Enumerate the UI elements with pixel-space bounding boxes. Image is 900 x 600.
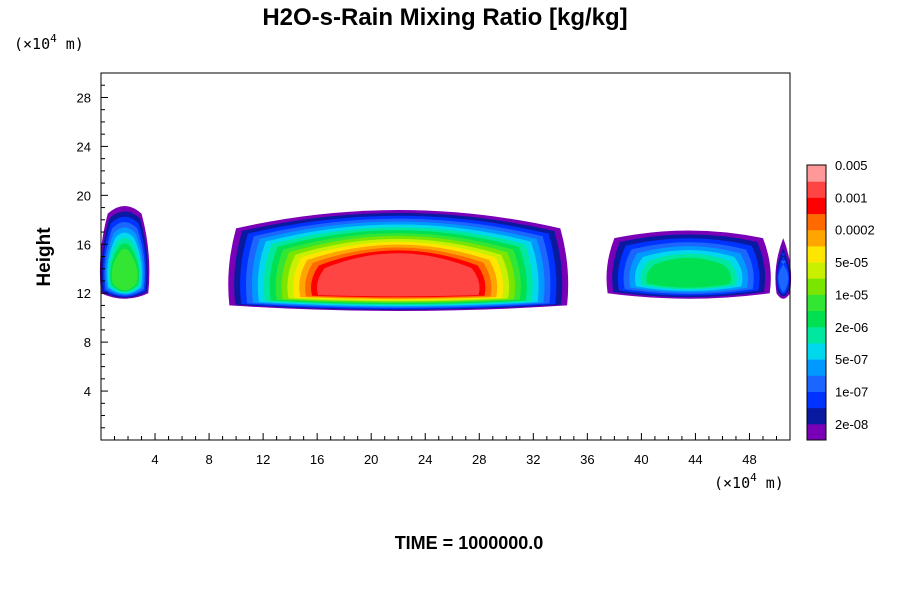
right-edge-cloud bbox=[775, 238, 792, 299]
y-unit-label: (×104 m) bbox=[14, 32, 84, 53]
x-tick-label: 36 bbox=[580, 452, 594, 467]
colorbar-label: 0.005 bbox=[835, 158, 868, 173]
colorbar-swatch bbox=[807, 197, 826, 215]
colorbar-label: 0.0002 bbox=[835, 223, 875, 238]
x-unit-label: (×104 m) bbox=[714, 471, 784, 492]
colorbar-label: 2e-06 bbox=[835, 320, 868, 335]
colorbar-swatch bbox=[807, 245, 826, 263]
y-tick-label: 24 bbox=[77, 139, 91, 154]
colorbar-frame bbox=[806, 164, 827, 441]
colorbar-swatch bbox=[807, 294, 826, 312]
time-footer: TIME = 1000000.0 bbox=[395, 533, 544, 553]
colorbar: 2e-08 1e-07 5e-07 2e-06 1e-05 5e-05 0.0002 0.00… bbox=[806, 158, 875, 441]
colorbar-swatch bbox=[807, 375, 826, 392]
main-cloud-level-15 bbox=[316, 253, 480, 297]
x-tick-label: 32 bbox=[526, 452, 540, 467]
colorbar-swatch bbox=[807, 262, 826, 279]
right-edge-cloud-level-3 bbox=[778, 260, 789, 292]
x-tick-label: 44 bbox=[688, 452, 702, 467]
x-tick-label: 12 bbox=[256, 452, 270, 467]
y-tick-label: 12 bbox=[77, 286, 91, 301]
x-tick-label: 8 bbox=[205, 452, 212, 467]
x-tick-label: 4 bbox=[151, 452, 158, 467]
y-tick-label: 8 bbox=[84, 335, 91, 350]
colorbar-label: 5e-05 bbox=[835, 255, 868, 270]
colorbar-swatch bbox=[807, 342, 826, 360]
left-edge-cloud bbox=[99, 206, 150, 299]
right-cloud bbox=[606, 230, 771, 299]
x-tick-label: 24 bbox=[418, 452, 432, 467]
main-cloud bbox=[228, 210, 569, 311]
y-axis: 4 8 12 16 20 24 28 bbox=[77, 84, 108, 429]
x-tick-label: 40 bbox=[634, 452, 648, 467]
colorbar-label: 2e-08 bbox=[835, 417, 868, 432]
y-tick-label: 4 bbox=[84, 384, 91, 399]
left-edge-cloud-level-8 bbox=[111, 248, 138, 291]
colorbar-swatch bbox=[807, 407, 826, 425]
right-cloud-level-7 bbox=[646, 257, 732, 288]
y-axis-title: Height bbox=[34, 227, 55, 287]
colorbar-label: 1e-05 bbox=[835, 287, 868, 302]
colorbar-swatch bbox=[807, 278, 826, 295]
y-tick-label: 28 bbox=[77, 90, 91, 105]
colorbar-swatch bbox=[807, 213, 826, 231]
y-tick-label: 20 bbox=[77, 188, 91, 203]
colorbar-swatch bbox=[807, 181, 826, 198]
colorbar-swatch bbox=[807, 359, 826, 376]
x-tick-label: 16 bbox=[310, 452, 324, 467]
x-tick-label: 48 bbox=[742, 452, 756, 467]
colorbar-swatch bbox=[807, 423, 826, 441]
colorbar-label: 1e-07 bbox=[835, 384, 868, 399]
colorbar-label: 0.001 bbox=[835, 190, 868, 205]
plot-area bbox=[99, 206, 792, 311]
colorbar-label: 5e-07 bbox=[835, 352, 868, 367]
x-axis: 4 8 12 16 20 24 28 32 36 40 44 48 bbox=[114, 433, 777, 467]
chart-title: H2O-s-Rain Mixing Ratio [kg/kg] bbox=[262, 4, 627, 31]
colorbar-swatch bbox=[807, 326, 826, 344]
colorbar-swatch bbox=[807, 310, 826, 328]
x-tick-label: 28 bbox=[472, 452, 486, 467]
y-tick-label: 16 bbox=[77, 237, 91, 252]
colorbar-swatch bbox=[807, 229, 826, 247]
colorbar-swatch bbox=[807, 165, 826, 182]
colorbar-swatch bbox=[807, 391, 826, 409]
x-tick-label: 20 bbox=[364, 452, 378, 467]
